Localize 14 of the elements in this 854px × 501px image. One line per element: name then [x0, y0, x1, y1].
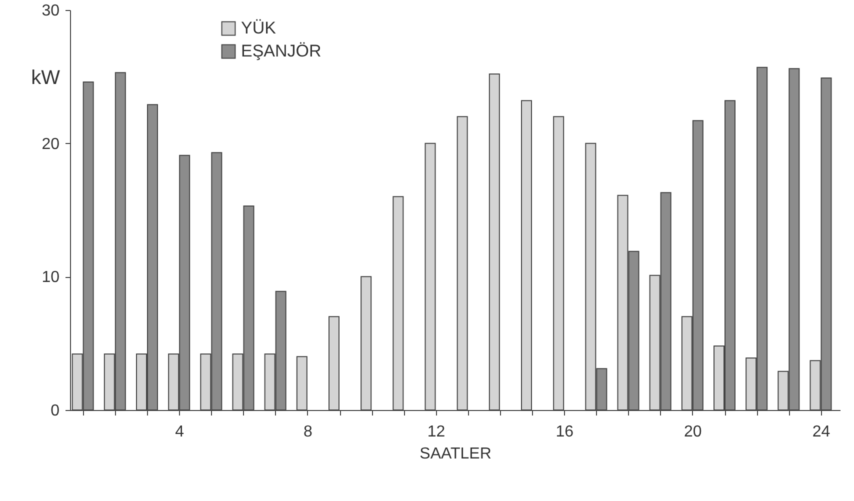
x-axis-title: SAATLER — [420, 446, 492, 462]
y-axis-title: kW — [31, 67, 60, 89]
y-tick-label: 30 — [42, 2, 60, 20]
x-tick-label: 4 — [175, 424, 184, 440]
legend-label: EŞANJÖR — [241, 42, 322, 60]
x-tick-label: 20 — [684, 424, 702, 440]
y-tick-label: 0 — [50, 402, 60, 420]
x-tick-label: 16 — [556, 424, 574, 440]
y-tick-label: 10 — [42, 269, 60, 286]
legend-label: YÜK — [241, 18, 277, 38]
x-tick-label: 8 — [303, 424, 312, 440]
y-tick-label: 20 — [42, 136, 60, 153]
x-tick-label: 12 — [427, 424, 446, 440]
x-tick-label: 24 — [812, 424, 830, 440]
